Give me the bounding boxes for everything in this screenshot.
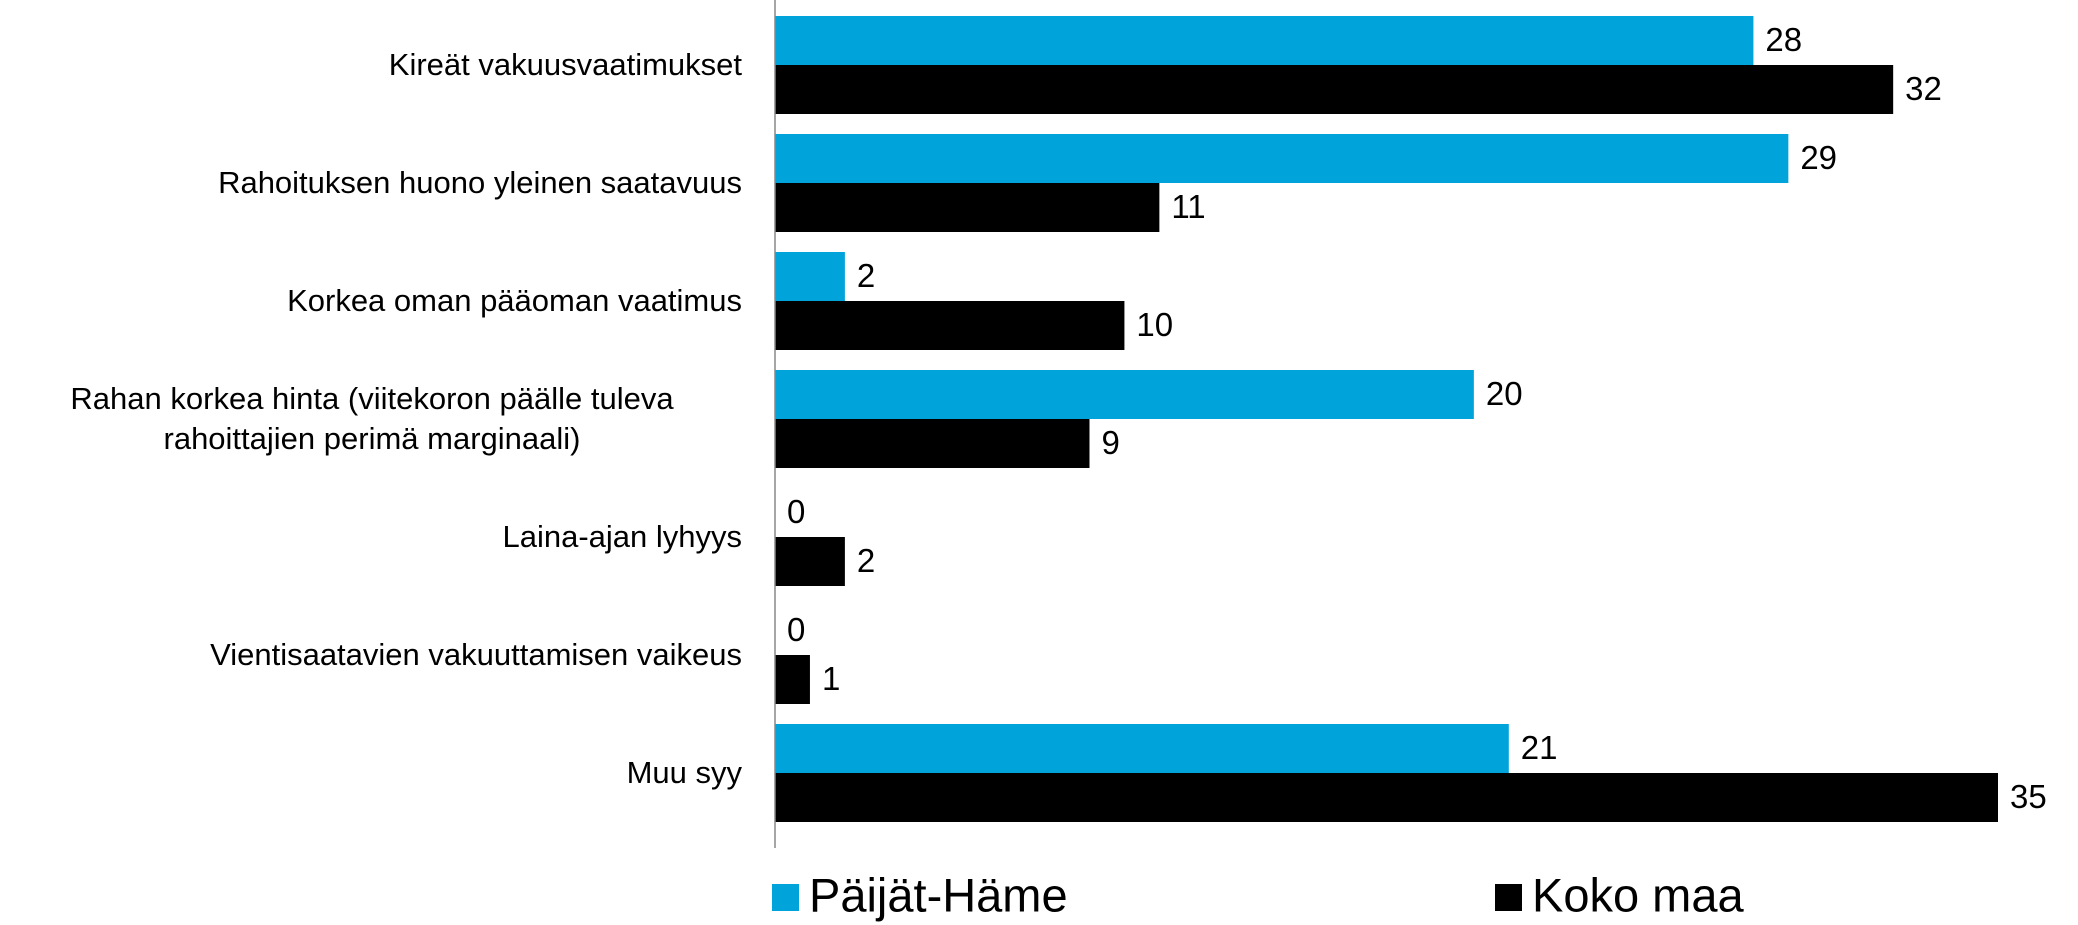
bar <box>775 16 1754 65</box>
legend-swatch <box>1495 884 1522 911</box>
value-label: 1 <box>822 660 840 697</box>
bar <box>775 134 1789 183</box>
value-label: 20 <box>1486 375 1523 412</box>
bar <box>775 655 810 704</box>
value-label: 35 <box>2010 778 2047 815</box>
legend-swatch <box>772 884 799 911</box>
value-label: 0 <box>787 493 805 530</box>
category-text: Kireät vakuusvaatimukset <box>388 47 742 82</box>
category-text: Rahan korkea hinta (viitekoron päälle tu… <box>70 381 674 456</box>
category-text: Rahoituksen huono yleinen saatavuus <box>218 165 742 200</box>
category-text: Laina-ajan lyhyys <box>502 519 742 554</box>
category-label: Vientisaatavien vakuuttamisen vaikeus <box>0 606 742 704</box>
bar <box>775 252 845 301</box>
category-label: Laina-ajan lyhyys <box>0 488 742 586</box>
legend-label: Päijät-Häme <box>809 868 1068 921</box>
legend-label: Koko maa <box>1532 868 1744 921</box>
value-label: 2 <box>857 257 875 294</box>
category-text: Vientisaatavien vakuuttamisen vaikeus <box>210 637 742 672</box>
category-label: Rahoituksen huono yleinen saatavuus <box>0 134 742 232</box>
value-label: 2 <box>857 542 875 579</box>
value-label: 29 <box>1800 139 1837 176</box>
category-text: Korkea oman pääoman vaatimus <box>287 283 742 318</box>
bar <box>775 537 845 586</box>
bar <box>775 370 1474 419</box>
category-text: Muu syy <box>626 755 742 790</box>
value-label: 21 <box>1521 729 1558 766</box>
bar <box>775 183 1160 232</box>
value-label: 0 <box>787 611 805 648</box>
value-label: 28 <box>1765 21 1802 58</box>
category-label: Muu syy <box>0 724 742 822</box>
value-label: 9 <box>1101 424 1119 461</box>
value-label: 10 <box>1136 306 1173 343</box>
bar <box>775 773 1998 822</box>
bar <box>775 301 1125 350</box>
category-label: Kireät vakuusvaatimukset <box>0 16 742 114</box>
bar <box>775 724 1509 773</box>
bar <box>775 419 1090 468</box>
category-label: Korkea oman pääoman vaatimus <box>0 252 742 350</box>
category-label: Rahan korkea hinta (viitekoron päälle tu… <box>0 370 742 468</box>
value-label: 32 <box>1905 70 1942 107</box>
bar <box>775 65 1894 114</box>
value-label: 11 <box>1171 188 1205 225</box>
